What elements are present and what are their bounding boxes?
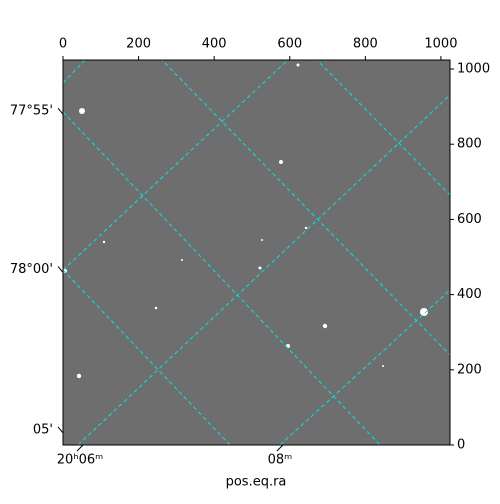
ra-tick-label: 20ʰ06ᵐ bbox=[57, 453, 103, 468]
ra-tick bbox=[276, 444, 284, 452]
x-tick-label: 800 bbox=[353, 37, 378, 52]
dec-tick bbox=[57, 426, 64, 434]
dec-tick-label: 05' bbox=[33, 422, 53, 437]
dec-tick bbox=[57, 266, 64, 273]
x-tick-label: 600 bbox=[277, 37, 302, 52]
x-axis-label: pos.eq.ra bbox=[226, 475, 287, 490]
y-tick-label: 1000 bbox=[457, 62, 490, 77]
x-tick-label: 1000 bbox=[424, 37, 457, 52]
y-tick-label: 200 bbox=[457, 362, 482, 377]
dec-tick bbox=[57, 107, 64, 115]
coordinate-grid bbox=[63, 60, 450, 445]
dec-tick-label: 78°00' bbox=[10, 262, 53, 277]
sky-image bbox=[63, 60, 450, 445]
x-tick-label: 200 bbox=[126, 37, 151, 52]
ra-tick bbox=[76, 444, 84, 452]
x-tick-label: 0 bbox=[59, 37, 67, 52]
x-tick-label: 400 bbox=[202, 37, 227, 52]
y-tick-label: 0 bbox=[457, 438, 465, 453]
dec-tick-label: 77°55' bbox=[10, 104, 53, 119]
y-tick-label: 800 bbox=[457, 137, 482, 152]
plot-frame bbox=[62, 59, 451, 446]
y-tick-label: 400 bbox=[457, 287, 482, 302]
ra-tick-label: 08ᵐ bbox=[268, 453, 293, 468]
y-tick-label: 600 bbox=[457, 212, 482, 227]
